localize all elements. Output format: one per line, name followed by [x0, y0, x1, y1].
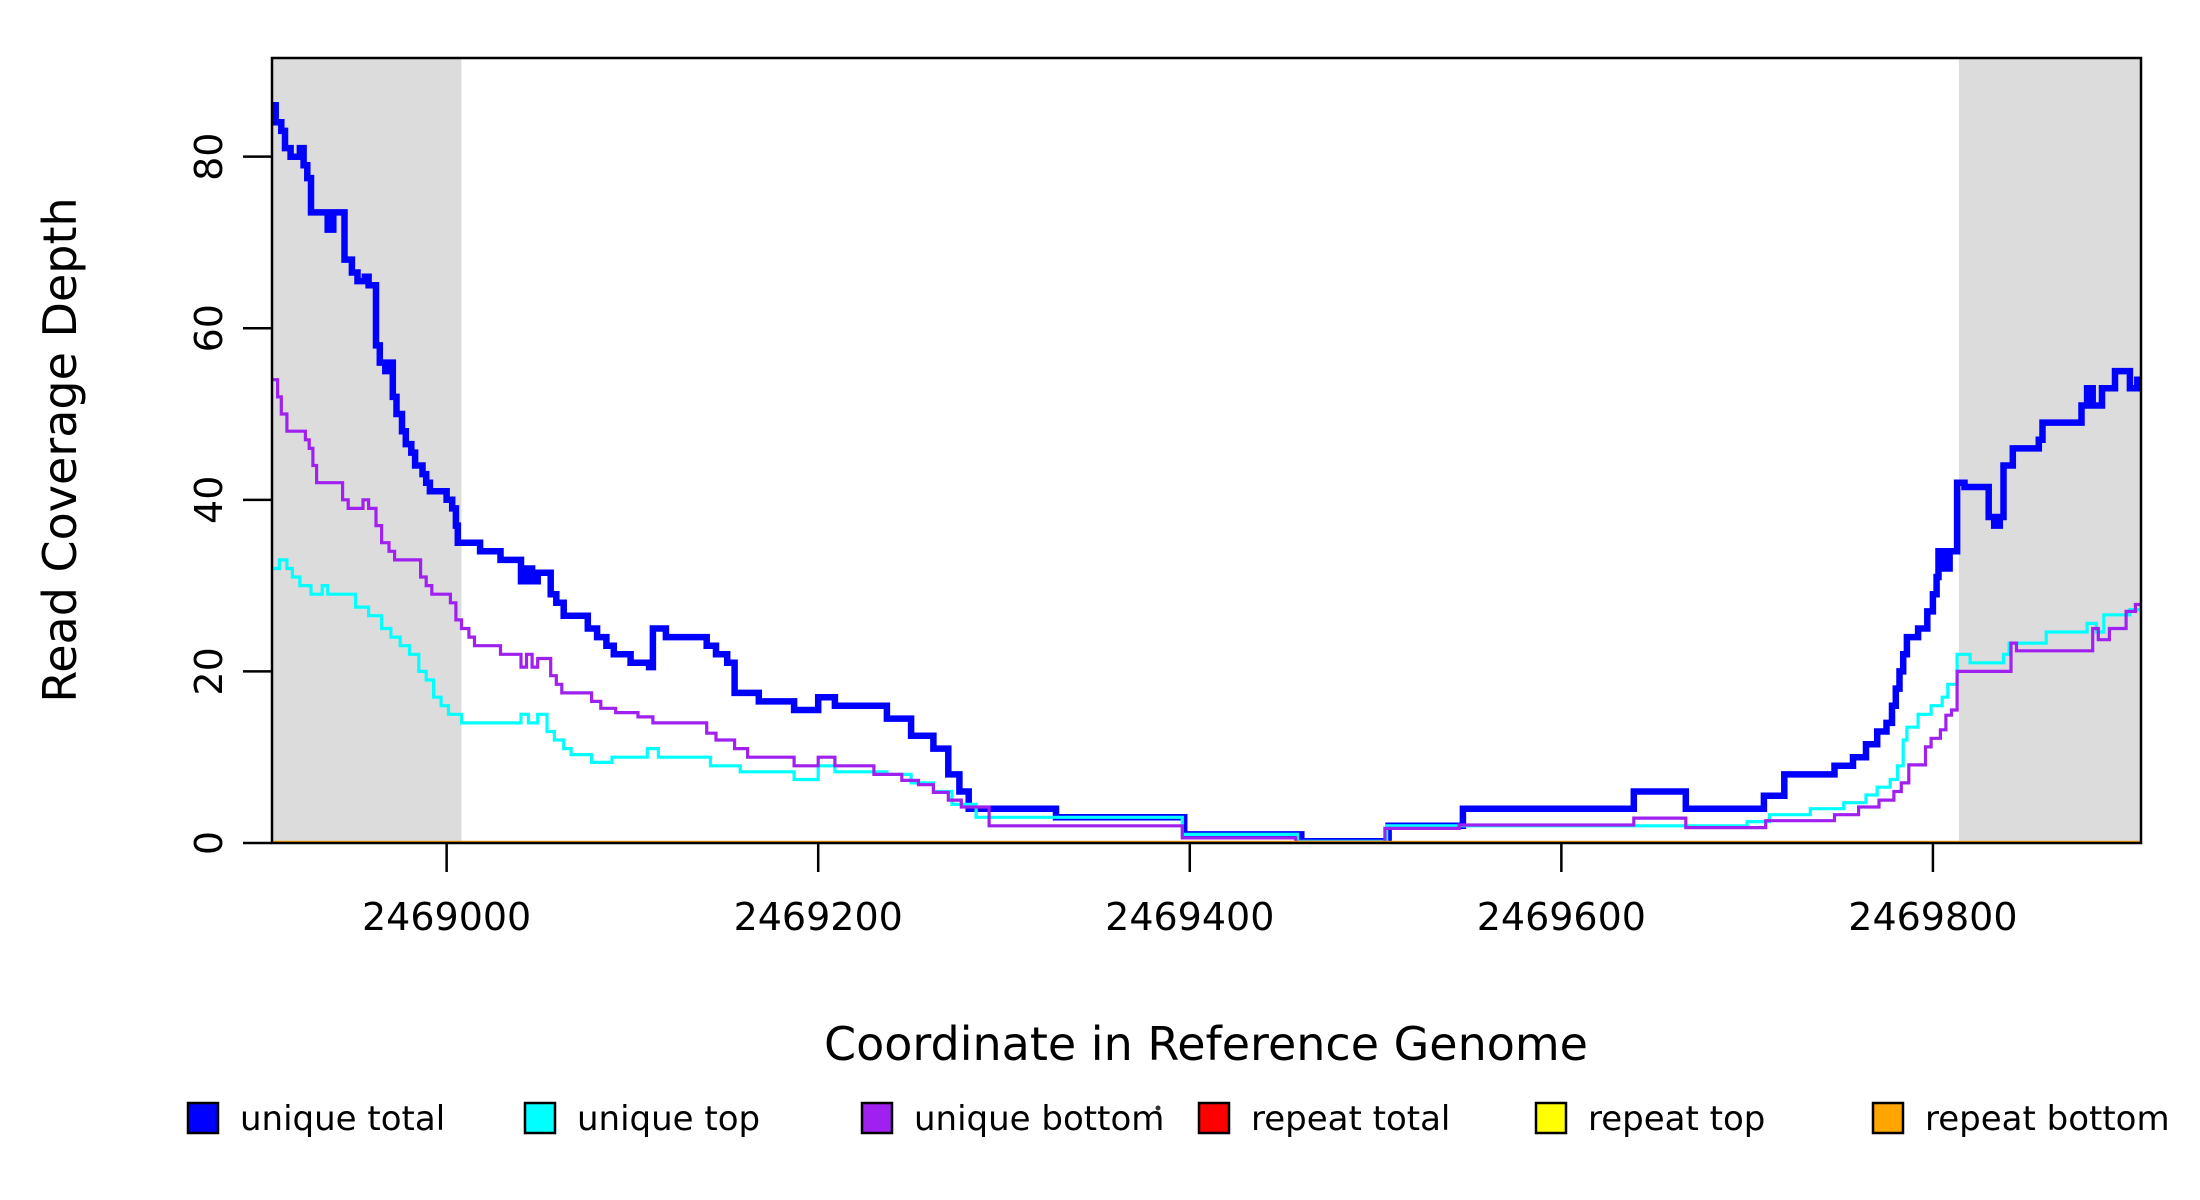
- y-axis-title: Read Coverage Depth: [33, 197, 87, 702]
- y-tick-label: 20: [187, 647, 231, 695]
- series-line-unique-total: [272, 101, 2141, 843]
- legend-label: unique total: [240, 1099, 445, 1139]
- legend-item-repeat-total: repeat total: [1197, 1099, 1450, 1139]
- legend-item-repeat-bottom: repeat bottom: [1871, 1099, 2170, 1139]
- series-line-unique-top: [272, 558, 2141, 843]
- legend-label: unique bottom: [914, 1099, 1164, 1139]
- stray-dot-artifact: [1155, 1105, 1161, 1111]
- legend-label: repeat top: [1588, 1099, 1765, 1139]
- x-axis-ticks: 2469000 2469200 2469400 2469600 2469800: [362, 843, 2018, 939]
- series-lines: [272, 101, 2141, 843]
- shaded-region-0: [272, 58, 462, 843]
- legend-swatch-repeat-bottom: [1871, 1101, 1905, 1135]
- legend-item-repeat-top: repeat top: [1534, 1099, 1765, 1139]
- shaded-regions: [272, 58, 2141, 843]
- x-tick-label: 2469800: [1848, 895, 2017, 939]
- x-tick-label: 2469600: [1477, 895, 1646, 939]
- series-line-unique-bottom: [272, 378, 2141, 843]
- legend-swatch-repeat-top: [1534, 1101, 1568, 1135]
- legend-swatch-unique-top: [523, 1101, 557, 1135]
- x-axis-title: Coordinate in Reference Genome: [824, 1017, 1588, 1071]
- x-tick-label: 2469400: [1105, 895, 1274, 939]
- y-tick-label: 40: [187, 476, 231, 524]
- y-tick-label: 80: [187, 133, 231, 181]
- legend-item-unique-top: unique top: [523, 1099, 760, 1139]
- y-axis-ticks: 0 20 40 60 80: [187, 133, 272, 855]
- legend-item-unique-bottom: unique bottom: [860, 1099, 1164, 1139]
- legend-item-unique-total: unique total: [186, 1099, 445, 1139]
- legend-label: unique top: [577, 1099, 760, 1139]
- legend-label: repeat total: [1251, 1099, 1450, 1139]
- y-tick-label: 0: [187, 831, 231, 855]
- x-tick-label: 2469000: [362, 895, 531, 939]
- plot-box: [270, 56, 2143, 845]
- legend-label: repeat bottom: [1925, 1099, 2170, 1139]
- legend: unique total unique top unique bottom repea…: [186, 1099, 2170, 1139]
- y-tick-label: 60: [187, 304, 231, 352]
- legend-swatch-unique-bottom: [860, 1101, 894, 1135]
- shaded-region-1: [1958, 58, 2141, 843]
- legend-swatch-repeat-total: [1197, 1101, 1231, 1135]
- legend-swatch-unique-total: [186, 1101, 220, 1135]
- x-tick-label: 2469200: [734, 895, 903, 939]
